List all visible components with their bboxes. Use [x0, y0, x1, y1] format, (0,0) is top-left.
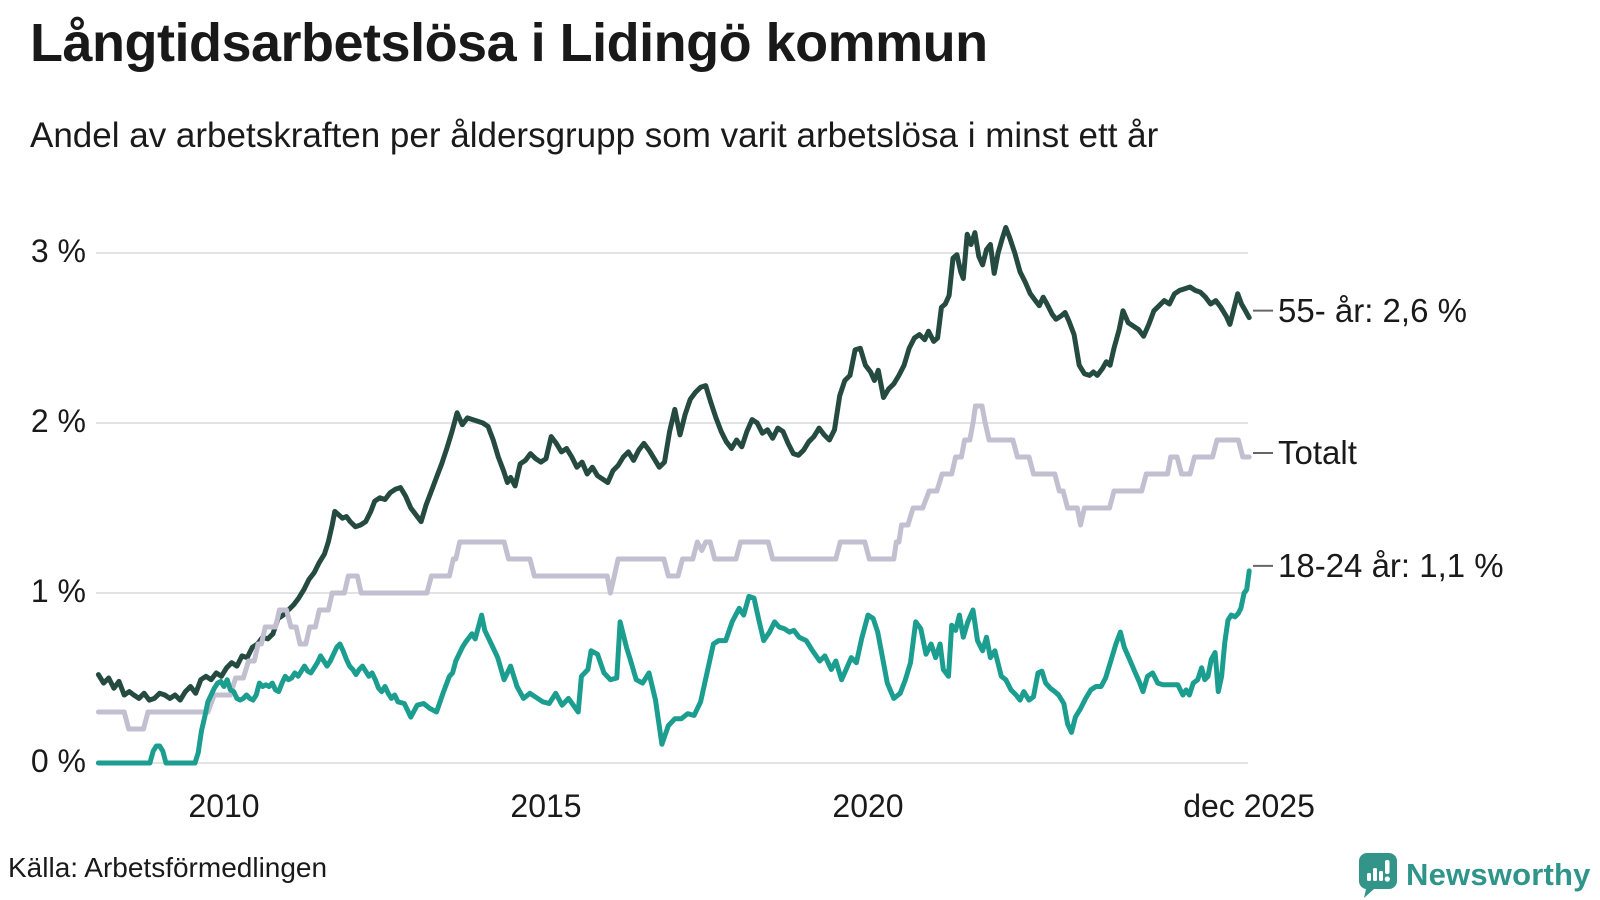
logo-bar-3: [1379, 871, 1383, 881]
y-axis-tick-label: 1 %: [30, 573, 86, 610]
y-axis-tick-label: 0 %: [30, 743, 86, 780]
series-end-label-Totalt: Totalt: [1278, 434, 1357, 471]
series-line-55-r: [95, 225, 1252, 703]
y-axis-tick-label: 3 %: [30, 233, 86, 270]
x-axis-tick-label: dec 2025: [1183, 788, 1315, 824]
logo-exclamation-bar: [1385, 860, 1390, 874]
logo-bar-1: [1367, 873, 1371, 881]
series-line-Totalt: [95, 403, 1252, 732]
source-note: Källa: Arbetsförmedlingen: [8, 852, 328, 883]
page-subtitle: Andel av arbetskraften per åldersgrupp s…: [30, 116, 1159, 155]
logo-bar-2: [1373, 868, 1377, 881]
x-axis-tick-label: 2010: [188, 788, 260, 824]
logo-exclamation-dot: [1384, 876, 1390, 882]
newsworthy-brand-text: Newsworthy: [1406, 857, 1591, 892]
series-line-18-24-r: [95, 568, 1252, 766]
series-end-label-18-24-r: 18-24 år: 1,1 %: [1278, 546, 1504, 584]
x-axis-tick-label: 2020: [832, 788, 904, 824]
x-axis-tick-label: 2015: [510, 788, 582, 824]
newsworthy-logo-icon: [1358, 853, 1397, 898]
series-end-label-55-r: 55- år: 2,6 %: [1278, 291, 1467, 329]
newsworthy-logo: Newsworthy: [1358, 852, 1591, 898]
page-title: Långtidsarbetslösa i Lidingö kommun: [30, 13, 988, 73]
y-axis-tick-label: 2 %: [30, 403, 86, 440]
